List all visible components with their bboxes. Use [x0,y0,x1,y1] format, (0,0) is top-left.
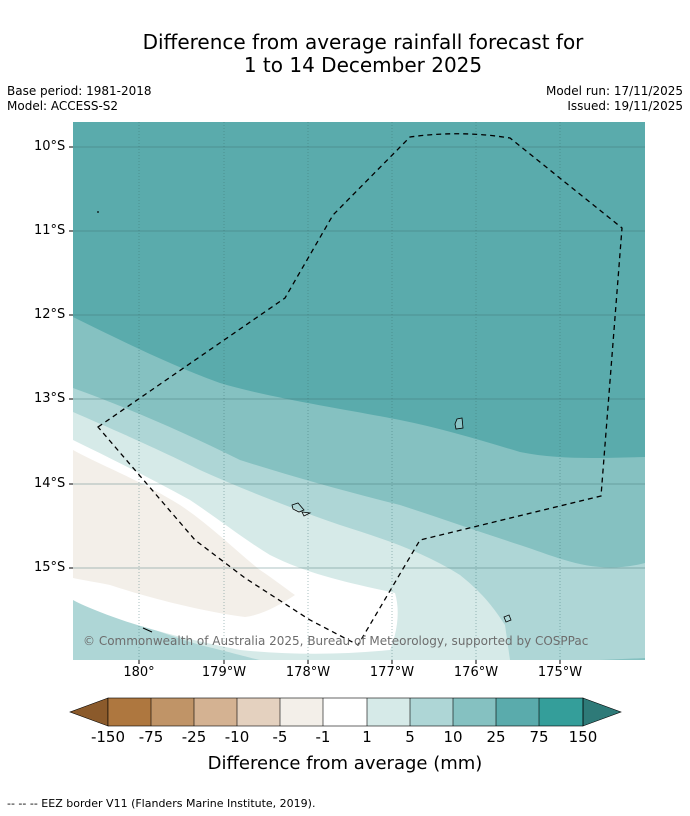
island-west [142,627,153,633]
lat-label-10s: 10°S [34,139,66,154]
colorbar-seg-m75-m25 [151,698,194,726]
model-run: Model run: 17/11/2025 [545,84,683,98]
colorbar-max-arrow [582,697,622,727]
lat-label-13s: 13°S [34,391,66,406]
colorbar-tick: 75 [529,728,549,746]
lon-label-180: 180° [123,665,155,680]
title-line-2: 1 to 14 December 2025 [243,53,483,77]
colorbar-tick: 25 [486,728,506,746]
colorbar-seg-75-150 [539,698,583,726]
colorbar-tick: -1 [315,728,331,746]
grid-lat [73,146,645,569]
lon-label-175w: 175°W [537,665,583,680]
lon-label-176w: 176°W [453,665,499,680]
colorbar-tick: -10 [224,728,250,746]
copyright-notice: © Commonwealth of Australia 2025, Bureau… [83,634,589,648]
colorbar-seg-25-75 [496,698,539,726]
island-niuafoou [503,614,512,623]
island-wallis [291,502,305,513]
colorbar-seg-m5-m1 [280,698,323,726]
colorbar-tick: -5 [272,728,288,746]
colorbar-seg-m10-m5 [237,698,280,726]
colorbar-tick: 150 [568,728,598,746]
island-fakaofo [454,417,464,430]
colorbar-seg-m1-1 [323,698,367,726]
lon-label-179w: 179°W [201,665,247,680]
lon-ticks [138,660,561,664]
region-5-10-south [73,598,260,660]
map-title: Difference from average rainfall forecas… [0,31,690,77]
region-10-25-corner [600,658,645,660]
colorbar-min-arrow [69,697,109,727]
colorbar-tick: -25 [181,728,207,746]
lat-ticks [69,146,73,569]
colorbar-seg-m25-m10 [194,698,237,726]
eez-footnote: -- -- -- EEZ border V11 (Flanders Marine… [7,797,316,810]
colorbar-seg-10-25 [453,698,496,726]
colorbar-label: Difference from average (mm) [207,753,483,774]
colorbar-seg-5-10 [410,698,453,726]
eez-border [97,133,623,646]
lat-label-14s: 14°S [34,476,66,491]
issued-date: Issued: 19/11/2025 [567,99,683,113]
colorbar-seg-m150-m75 [108,698,151,726]
lon-label-177w: 177°W [369,665,415,680]
colorbar-seg-1-5 [367,698,410,726]
island-dot [97,211,99,213]
island-wallis-2 [301,511,312,517]
region-minus5-minus1 [73,450,295,617]
colorbar-tick: 10 [443,728,463,746]
colorbar-tick: 1 [362,728,372,746]
lon-label-178w: 178°W [285,665,331,680]
base-period: Base period: 1981-2018 [7,84,152,98]
colorbar-dividers [107,697,584,727]
colorbar-tick: 5 [405,728,415,746]
lat-label-11s: 11°S [34,223,66,238]
meta-right: Model run: 17/11/2025 Issued: 19/11/2025 [546,84,683,114]
lat-label-12s: 12°S [34,307,66,322]
colorbar-tick: -150 [90,728,126,746]
colorbar-tick: -75 [138,728,164,746]
meta-left: Base period: 1981-2018 Model: ACCESS-S2 [7,84,152,114]
model-name: Model: ACCESS-S2 [7,99,119,113]
title-line-1: Difference from average rainfall forecas… [142,30,584,54]
lat-label-15s: 15°S [34,560,66,575]
